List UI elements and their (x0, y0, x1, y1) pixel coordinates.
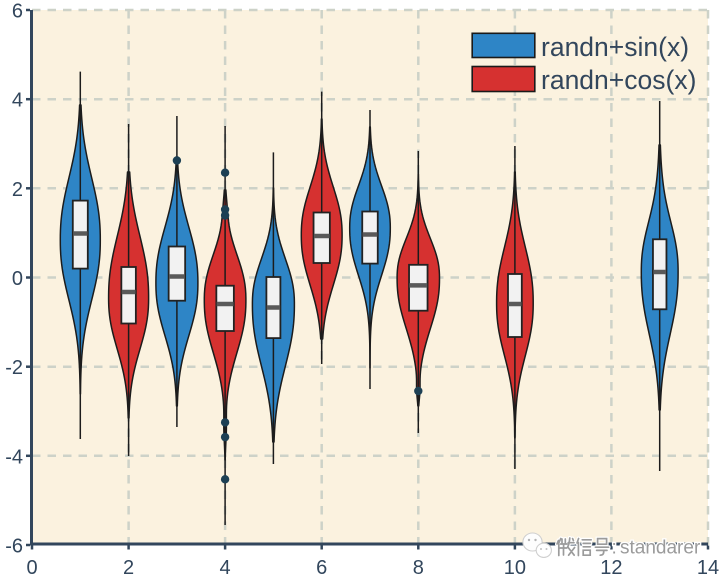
svg-text:0: 0 (26, 557, 37, 579)
svg-text:10: 10 (504, 557, 526, 579)
svg-text:4: 4 (220, 557, 231, 579)
svg-text:randn+sin(x): randn+sin(x) (541, 32, 689, 62)
svg-text:-2: -2 (5, 357, 23, 379)
svg-text:14: 14 (697, 557, 719, 579)
svg-text:0: 0 (12, 268, 23, 290)
svg-text:2: 2 (123, 557, 134, 579)
svg-text:4: 4 (12, 90, 23, 112)
svg-text:randn+cos(x): randn+cos(x) (541, 65, 696, 95)
svg-text:-6: -6 (5, 536, 23, 558)
svg-text:standarer: standarer (620, 538, 701, 559)
svg-text:2: 2 (12, 179, 23, 201)
svg-text:8: 8 (413, 557, 424, 579)
svg-text::: : (612, 538, 617, 559)
svg-text:-4: -4 (5, 446, 23, 468)
svg-text:12: 12 (600, 557, 622, 579)
svg-text:6: 6 (316, 557, 327, 579)
svg-text:6: 6 (12, 1, 23, 23)
